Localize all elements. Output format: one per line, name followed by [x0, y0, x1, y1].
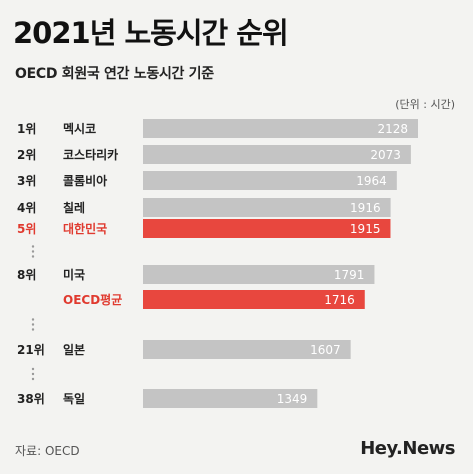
rank-label: 1위 — [17, 122, 36, 136]
gap-dot-3 — [31, 328, 35, 331]
category-label: OECD평균 — [63, 293, 122, 307]
value-label: 1716 — [324, 293, 355, 307]
gap-dot-2 — [31, 250, 35, 253]
unit-label: (단위 : 시간) — [395, 98, 455, 111]
chart-subtitle: OECD 회원국 연간 노동시간 기준 — [15, 66, 214, 82]
rank-label: 2위 — [17, 148, 36, 162]
bar-2 — [143, 145, 411, 164]
value-label: 1916 — [350, 201, 381, 215]
value-label: 1607 — [310, 343, 341, 357]
bar-5 — [143, 219, 391, 238]
rank-label: 5위 — [17, 222, 36, 236]
gap-dot-3 — [31, 377, 35, 381]
rank-label: 21위 — [17, 343, 45, 357]
category-label: 대한민국 — [63, 221, 107, 236]
category-label: 일본 — [63, 343, 85, 357]
category-label: 미국 — [63, 267, 85, 282]
brand-logo: Hey.News — [360, 438, 455, 459]
bar-9 — [143, 389, 318, 408]
gap-dot-2 — [31, 372, 35, 376]
bar-3 — [143, 171, 397, 190]
category-label: 콜롬비아 — [63, 173, 107, 188]
gap-dot-3 — [31, 255, 35, 258]
value-label: 1349 — [277, 392, 308, 406]
gap-dot-1 — [31, 367, 35, 371]
category-label: 멕시코 — [63, 121, 96, 136]
gap-dot-1 — [31, 318, 35, 321]
gap-dot-2 — [31, 323, 35, 326]
source-label: 자료: OECD — [15, 444, 80, 458]
value-label: 1964 — [356, 174, 387, 188]
rank-label: 3위 — [17, 174, 36, 188]
gap-dot-1 — [31, 245, 35, 248]
value-label: 2128 — [377, 122, 408, 136]
bar-1 — [143, 119, 418, 138]
value-label: 1791 — [334, 268, 365, 282]
bar-4 — [143, 198, 391, 217]
chart-title: 2021년 노동시간 순위 — [13, 16, 289, 50]
rank-label: 4위 — [17, 201, 36, 215]
category-label: 독일 — [63, 392, 85, 406]
rank-label: 8위 — [17, 268, 36, 282]
category-label: 칠레 — [63, 200, 85, 215]
bar-7 — [143, 290, 365, 309]
rank-label: 38위 — [17, 392, 45, 406]
bar-6 — [143, 265, 375, 284]
category-label: 코스타리카 — [63, 147, 118, 162]
bar-8 — [143, 340, 351, 359]
value-label: 2073 — [370, 148, 401, 162]
value-label: 1915 — [350, 222, 381, 236]
